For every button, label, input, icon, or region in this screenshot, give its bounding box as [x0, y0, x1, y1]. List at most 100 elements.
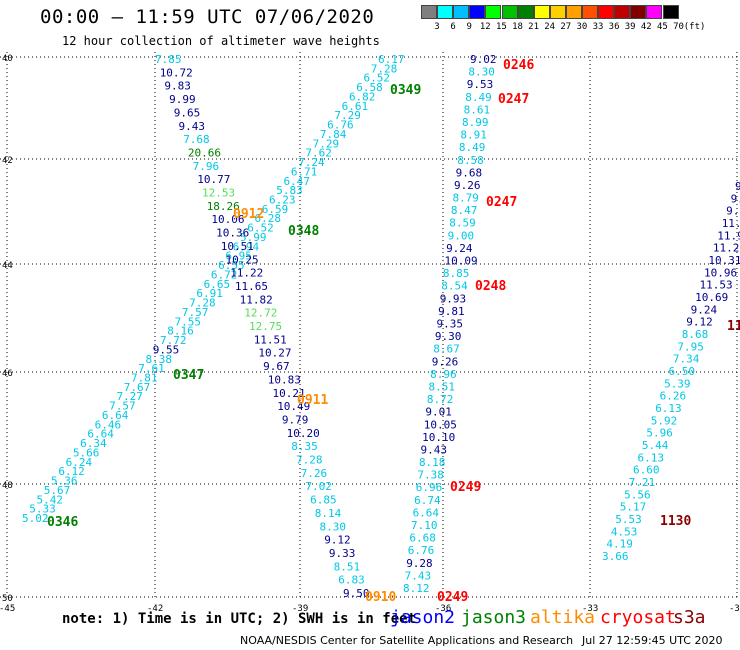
lat-label: 50 — [2, 594, 13, 604]
wave-height-value: 7.57 — [109, 400, 136, 413]
wave-height-value: 8.85 — [443, 267, 470, 280]
wave-height-value: 9.55 — [153, 343, 180, 356]
scale-label: 33 — [592, 22, 604, 32]
legend-item-altika: altika — [530, 607, 596, 628]
wave-height-value: 8.67 — [433, 343, 460, 356]
lon-label: -45 — [0, 604, 15, 614]
wave-height-value: 9.50 — [343, 587, 370, 600]
scale-label: 36 — [608, 22, 620, 32]
wave-height-value: 8.68 — [682, 328, 709, 341]
scale-swatch — [646, 5, 663, 19]
scale-label: 24 — [544, 22, 556, 32]
wave-height-value: 6.46 — [95, 418, 122, 431]
wave-height-value: 6.61 — [342, 100, 369, 113]
wave-height-value: 10.27 — [258, 347, 291, 360]
wave-height-value: 7.68 — [183, 133, 210, 146]
wave-height-value: 8.30 — [468, 66, 495, 79]
pass-time-label: 0349 — [390, 83, 421, 98]
lat-label: 48 — [2, 481, 13, 491]
wave-height-value: 6.52 — [363, 72, 390, 85]
scale-swatch — [662, 5, 679, 19]
wave-height-value: 9.1 — [726, 205, 740, 218]
scale-swatch — [453, 5, 470, 19]
scale-swatch — [533, 5, 550, 19]
wave-height-value: 9.99 — [169, 93, 196, 106]
pass-time-label: 0246 — [503, 58, 534, 73]
scale-swatch — [614, 5, 631, 19]
wave-height-value: 6.95 — [225, 250, 252, 263]
wave-height-value: 9.30 — [435, 330, 462, 343]
wave-height-value: 10.72 — [160, 66, 193, 79]
wave-height-value: 6.65 — [204, 278, 231, 291]
pass-time-label: 0248 — [475, 279, 506, 294]
scale-swatch — [421, 5, 437, 19]
wave-height-value: 9.24 — [691, 303, 718, 316]
lon-label: -30 — [729, 604, 740, 614]
scale-swatch — [437, 5, 454, 19]
wave-height-value: 9.26 — [454, 179, 481, 192]
wave-height-value: 6.13 — [655, 402, 682, 415]
scale-swatch — [549, 5, 566, 19]
wave-height-value: 4.19 — [606, 538, 633, 551]
scale-swatch — [469, 5, 486, 19]
wave-height-value: 6.13 — [637, 451, 664, 464]
wave-height-value: 5.42 — [37, 493, 64, 506]
wave-height-value: 10.09 — [444, 255, 477, 268]
wave-height-value: 8.51 — [334, 560, 361, 573]
wave-height-value: 7.29 — [334, 109, 361, 122]
wave-height-value: 10.31 — [708, 254, 740, 267]
scale-swatch — [485, 5, 502, 19]
wave-height-value: 6.60 — [633, 464, 660, 477]
wave-height-value: 7.38 — [417, 469, 444, 482]
wave-height-value: 6.71 — [291, 165, 318, 178]
wave-height-value: 10.25 — [226, 253, 259, 266]
pass-time-label: 0247 — [498, 92, 529, 107]
wave-height-value: 10.77 — [197, 173, 230, 186]
scale-label: 15 — [495, 22, 507, 32]
wave-height-value: 8.79 — [452, 192, 479, 205]
wave-height-value: 6.96 — [416, 481, 443, 494]
wave-height-value: 5.66 — [73, 446, 100, 459]
wave-height-value: 11.22 — [230, 267, 263, 280]
wave-height-value: 5.17 — [620, 501, 647, 514]
scale-label: 6 — [450, 22, 456, 32]
wave-height-value: 6.68 — [409, 532, 436, 545]
wave-height-value: 9.83 — [164, 80, 191, 93]
generated-timestamp: Jul 27 12:59:45 UTC 2020 — [582, 634, 723, 647]
wave-height-value: 7.27 — [116, 390, 142, 403]
wave-height-value: 6.52 — [247, 222, 274, 235]
wave-height-value: 6.28 — [254, 212, 281, 225]
wave-height-value: 5.83 — [276, 184, 303, 197]
wave-height-value: 7.57 — [182, 306, 209, 319]
wave-height-value: 7.61 — [138, 362, 165, 375]
wave-height-value: 9.65 — [174, 106, 201, 119]
scale-swatch — [501, 5, 518, 19]
wave-height-value: 10.05 — [424, 418, 457, 431]
pass-time-label: 0348 — [288, 224, 319, 239]
wave-height-value: 7.95 — [677, 340, 704, 353]
wave-height-value: 9.68 — [456, 166, 483, 179]
wave-height-value: 6.64 — [102, 409, 129, 422]
wave-height-value: 6.34 — [80, 437, 107, 450]
wave-height-value: 11.26 — [713, 242, 740, 255]
wave-height-value: 5.02 — [22, 512, 49, 525]
wave-height-value: 11.99 — [717, 229, 740, 242]
wave-height-value: 7.28 — [189, 297, 216, 310]
wave-height-value: 12.53 — [202, 187, 235, 200]
wave-height-value: 5.92 — [651, 414, 678, 427]
pass-time-label: 0912 — [233, 207, 264, 222]
wave-height-value: 5.33 — [29, 503, 55, 516]
wave-height-value: 6.83 — [338, 574, 365, 587]
lon-label: -36 — [435, 604, 451, 614]
wave-height-value: 7.96 — [193, 160, 220, 173]
wave-height-value: 6.94 — [233, 240, 260, 253]
wave-height-value: 8.18 — [419, 456, 446, 469]
wave-height-value: 8.91 — [460, 129, 487, 142]
lat-label: 40 — [2, 54, 13, 64]
scale-label: 70 — [673, 22, 684, 32]
wave-height-value: 10.21 — [273, 387, 306, 400]
wave-height-value: 9.43 — [179, 120, 206, 133]
wave-height-value: 7.10 — [411, 519, 438, 532]
wave-height-value: 8.47 — [451, 204, 478, 217]
wave-height-value: 11.82 — [240, 293, 273, 306]
